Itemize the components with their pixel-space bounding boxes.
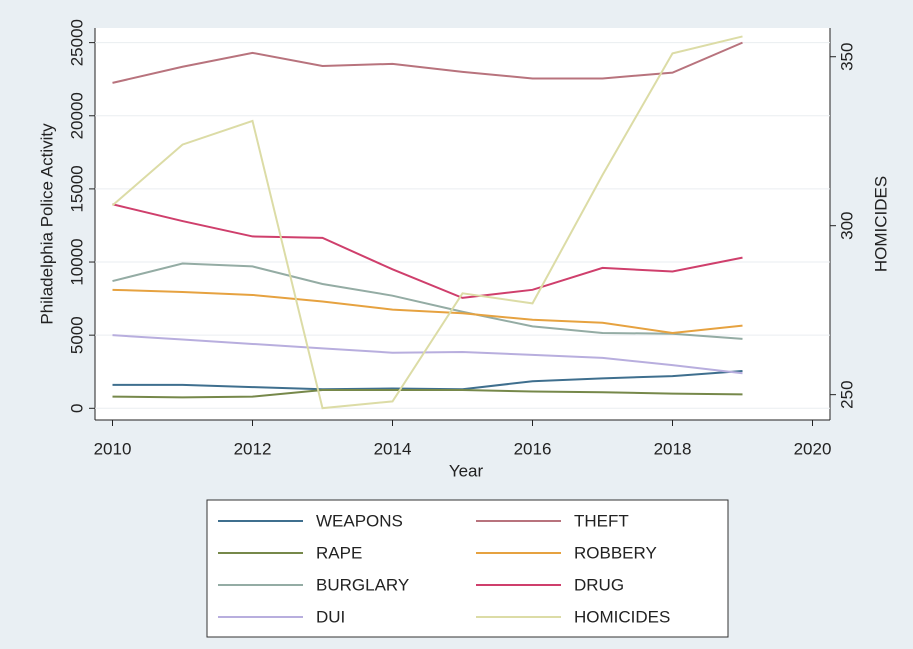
y-tick-label: 10000 [67, 238, 86, 285]
x-tick-label: 2016 [514, 439, 552, 458]
y-tick-label: 25000 [67, 19, 86, 66]
x-axis-label: Year [449, 461, 484, 480]
series-line [112, 203, 743, 299]
plot-area [95, 28, 830, 420]
y-tick-label: 0 [67, 404, 86, 413]
legend-label: RAPE [316, 543, 362, 562]
legend-label: HOMICIDES [574, 607, 670, 626]
x-tick-label: 2020 [794, 439, 832, 458]
y-tick-label: 5000 [67, 316, 86, 354]
y-tick-label: 15000 [67, 165, 86, 212]
y2-tick-label: 250 [837, 380, 856, 408]
x-tick-label: 2012 [234, 439, 272, 458]
series-line [112, 370, 743, 391]
y2-axis-label: HOMICIDES [871, 176, 890, 272]
y-tick-label: 20000 [67, 92, 86, 139]
legend-label: DUI [316, 607, 345, 626]
legend-label: BURGLARY [316, 575, 409, 594]
legend-label: ROBBERY [574, 543, 657, 562]
legend-box [206, 499, 729, 638]
legend-label: THEFT [574, 511, 629, 530]
series-line [112, 262, 743, 340]
y2-tick-label: 300 [837, 212, 856, 240]
series-line [112, 334, 743, 375]
x-tick-label: 2014 [374, 439, 412, 458]
series-line [112, 41, 743, 84]
series-line [111, 35, 743, 410]
series-line [112, 389, 743, 399]
series-line [112, 288, 743, 334]
y2-tick-label: 350 [837, 43, 856, 71]
x-tick-label: 2010 [94, 439, 132, 458]
legend-label: DRUG [574, 575, 624, 594]
legend-label: WEAPONS [316, 511, 403, 530]
x-tick-label: 2018 [654, 439, 692, 458]
y-axis-label: Philadelphia Police Activity [37, 123, 56, 325]
